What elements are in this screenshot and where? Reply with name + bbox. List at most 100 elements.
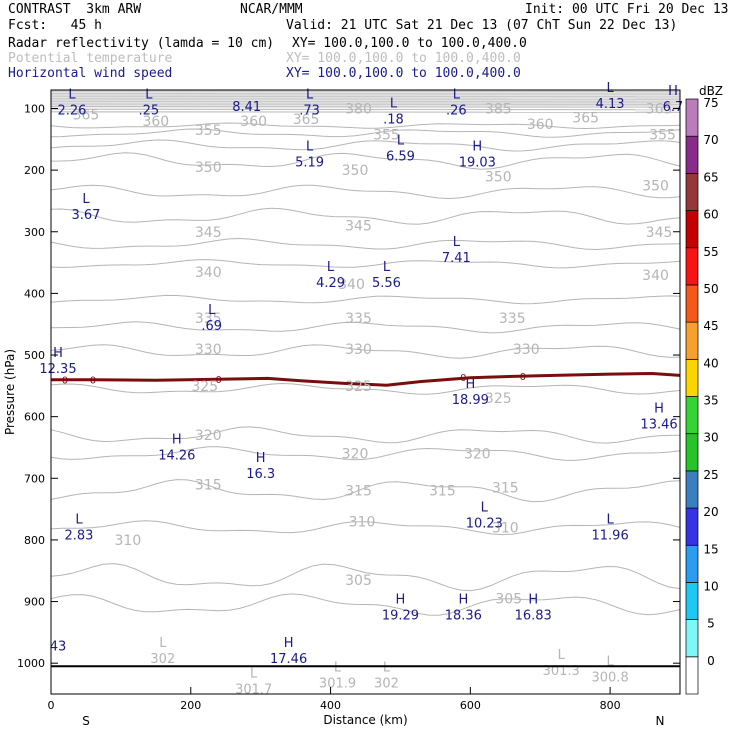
colorbar-label: 40: [703, 356, 718, 370]
theta-label: 340: [195, 265, 222, 281]
wind-extremum-type: L: [453, 235, 461, 250]
wind-extremum-value: 4.13: [596, 97, 625, 112]
theta-extremum-value: 301.9: [319, 677, 356, 692]
wind-extremum-type: L: [75, 513, 83, 528]
stratosphere-band: [51, 90, 680, 106]
wind-extremum-type: L: [397, 134, 405, 149]
colorbar-swatch: [685, 396, 699, 435]
colorbar-swatch: [685, 470, 699, 509]
colorbar-swatch: [685, 247, 699, 286]
theta-label: 315: [345, 484, 372, 500]
wind-extremum-type: H: [396, 593, 406, 608]
y-tick-label: 900: [24, 596, 45, 609]
x-tick-label: 200: [180, 699, 201, 712]
theta-label: 310: [349, 514, 376, 530]
colorbar-swatch: [685, 210, 699, 249]
theta-label: 360: [527, 117, 554, 133]
wind-extremum-type: H: [458, 593, 468, 608]
x-tick-label: 800: [600, 699, 621, 712]
colorbar-swatch: [685, 321, 699, 360]
wind-extremum-type: L: [453, 87, 461, 102]
reflectivity-label: 0: [216, 375, 222, 386]
theta-extremum-type: L: [159, 636, 167, 651]
wind-extremum-value: 12.35: [39, 362, 76, 377]
theta-label: 365: [73, 108, 100, 124]
theta-label: 305: [345, 573, 372, 589]
isentrope-line: [50, 122, 681, 130]
colorbar-swatch: [685, 582, 699, 620]
colorbar-label: 60: [703, 208, 718, 222]
isentrope-line: [50, 152, 681, 170]
y-tick-label: 300: [24, 226, 45, 239]
x-tick-label: 400: [320, 699, 341, 712]
theta-label: 350: [195, 160, 222, 176]
field-1-name: Radar reflectivity (lamda = 10 cm): [8, 36, 275, 51]
theta-label: 350: [485, 169, 512, 185]
reflectivity-contour: [51, 371, 681, 387]
theta-label: 325: [345, 379, 372, 395]
colorbar-swatch: [685, 656, 699, 695]
wind-extremum-type: H: [465, 377, 475, 392]
theta-label: 335: [345, 311, 372, 327]
isentrope-line: [50, 207, 681, 225]
wind-extremum-type: H: [284, 636, 294, 651]
x-tick-label: 600: [460, 699, 481, 712]
y-tick-label: 1000: [17, 657, 45, 670]
wind-extremum-value: 11.96: [592, 529, 629, 544]
wind-extremum-type: L: [327, 260, 335, 275]
wind-extremum-value: 6.7: [663, 100, 684, 115]
theta-label: 340: [642, 268, 669, 284]
theta-label: 365: [293, 112, 320, 128]
x-end-label-right: N: [656, 714, 665, 728]
wind-extremum-value: 18.36: [445, 609, 482, 624]
colorbar-swatch: [685, 507, 699, 546]
wind-extremum-value: 18.99: [452, 393, 489, 408]
theta-label: 360: [240, 114, 267, 130]
theta-label: 315: [429, 484, 456, 500]
colorbar-label: 5: [707, 617, 715, 631]
theta-extremum-type: L: [606, 654, 614, 669]
wind-extremum-type: L: [383, 260, 391, 275]
reflectivity-label: 0: [62, 376, 68, 387]
wind-extremum-type: H: [472, 140, 482, 155]
theta-label: 315: [492, 481, 519, 497]
model-title: CONTRAST 3km ARW: [8, 2, 142, 17]
colorbar-title: dBZ: [699, 84, 723, 98]
y-tick-label: 700: [24, 472, 45, 485]
isentrope-line: [50, 426, 681, 444]
colorbar-label: 70: [703, 133, 718, 147]
wind-extremum-type: H: [172, 432, 182, 447]
isentrope-line: [50, 259, 681, 269]
wind-extremum-value: .73: [299, 103, 320, 118]
theta-label: 325: [485, 391, 512, 407]
theta-label: 330: [345, 342, 372, 358]
theta-label: 325: [191, 379, 218, 395]
colorbar-label: 10: [703, 579, 718, 593]
wind-extremum-value: 5.56: [372, 276, 401, 291]
colorbar-label: 55: [703, 245, 718, 259]
isentrope-line: [50, 593, 681, 616]
wind-extremum-value: 19.29: [382, 609, 419, 624]
theta-extremum-type: L: [558, 648, 566, 663]
colorbar-label: 75: [703, 96, 718, 110]
colorbar-label: 30: [703, 431, 718, 445]
init-time: Init: 00 UTC Fri 20 Dec 13: [525, 2, 729, 17]
y-axis-title: Pressure (hPa): [3, 349, 17, 435]
theta-extremum-type: L: [383, 661, 391, 676]
wind-extremum-value: 4.29: [316, 276, 345, 291]
theta-label: 320: [464, 447, 491, 463]
wind-extremum-type: H: [654, 402, 664, 417]
isentrope-line: [50, 479, 681, 503]
y-tick-label: 600: [24, 411, 45, 424]
wind-extremum-type: L: [306, 87, 314, 102]
theta-label: 345: [646, 225, 673, 241]
isentrope-line: [50, 184, 681, 200]
wind-extremum-value: 10.23: [466, 516, 503, 531]
plot-frame: [50, 89, 681, 695]
wind-extremum-value: 5.19: [295, 156, 324, 171]
colorbar-swatch: [685, 619, 699, 658]
field-1-xy: XY= 100.0,100.0 to 100.0,400.0: [292, 36, 527, 51]
theta-extremum-type: L: [250, 667, 258, 682]
y-tick-label: 400: [24, 287, 45, 300]
isentrope-upper: [50, 111, 681, 113]
